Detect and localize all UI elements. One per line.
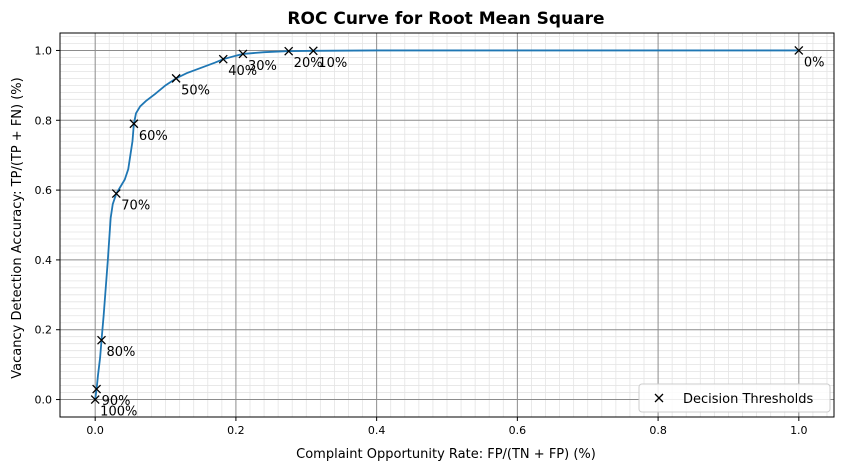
threshold-label: 90%	[102, 394, 131, 409]
threshold-marker	[90, 395, 100, 405]
x-tick-label: 0.0	[86, 424, 104, 437]
threshold-label: 100%	[100, 405, 137, 420]
threshold-label: 40%	[228, 64, 257, 79]
legend-label: Decision Thresholds	[683, 392, 814, 407]
threshold-label: 50%	[181, 83, 210, 98]
threshold-marker	[794, 45, 804, 55]
legend-marker	[654, 393, 664, 403]
x-axis-label: Complaint Opportunity Rate: FP/(TN + FP)…	[296, 447, 596, 462]
threshold-marker	[284, 46, 294, 56]
y-tick-label: 0.6	[35, 184, 53, 197]
threshold-label: 0%	[804, 55, 825, 70]
threshold-marker	[171, 73, 181, 83]
threshold-marker	[111, 189, 121, 199]
threshold-label: 30%	[248, 59, 277, 74]
chart-title: ROC Curve for Root Mean Square	[287, 9, 604, 29]
threshold-label: 70%	[121, 199, 150, 214]
threshold-marker	[218, 54, 228, 64]
y-tick-label: 0.0	[35, 394, 53, 407]
threshold-label: 80%	[107, 345, 136, 360]
y-tick-label: 0.4	[35, 254, 53, 267]
y-tick-label: 0.2	[35, 324, 53, 337]
x-tick-label: 1.0	[790, 424, 808, 437]
y-axis-label: Vacancy Detection Accuracy: TP/(TP + FN)…	[10, 77, 25, 378]
roc-curve-line	[94, 49, 799, 400]
x-tick-label: 0.2	[227, 424, 245, 437]
axes-frame	[59, 32, 835, 418]
legend-box	[638, 383, 831, 413]
threshold-label: 20%	[294, 56, 323, 71]
x-tick-label: 0.8	[649, 424, 667, 437]
plot-area: 0.0 0.2 0.4 0.6 0.8 1.0 0.0 0.2 0.4 0.6 0.8 1.0 100%…	[35, 32, 835, 437]
x-tick-label: 0.6	[509, 424, 527, 437]
x-tick-label: 0.4	[368, 424, 386, 437]
threshold-marker	[238, 49, 248, 59]
threshold-marker	[92, 384, 102, 394]
threshold-marker	[129, 119, 139, 129]
threshold-marker	[97, 335, 106, 345]
threshold-label: 60%	[139, 129, 168, 144]
threshold-marker	[308, 46, 318, 56]
threshold-label: 10%	[318, 56, 347, 71]
y-tick-label: 1.0	[35, 44, 53, 57]
y-tick-label: 0.8	[35, 114, 53, 127]
